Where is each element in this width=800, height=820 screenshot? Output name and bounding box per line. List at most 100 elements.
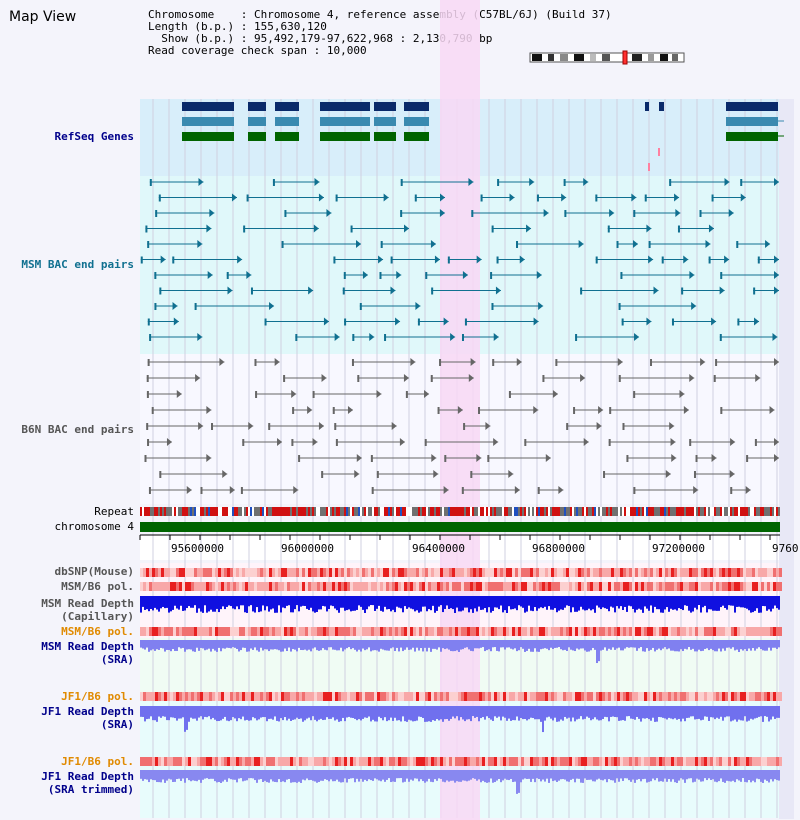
repeat-element	[258, 507, 260, 516]
depth-bar	[450, 640, 452, 652]
heat-cell	[188, 627, 191, 636]
depth-bar	[560, 640, 562, 650]
depth-bar	[648, 596, 650, 611]
heat-cell	[308, 692, 311, 701]
chromosome-bar[interactable]	[140, 522, 780, 532]
depth-bar	[220, 596, 222, 610]
heat-cell	[200, 627, 203, 636]
depth-bar	[662, 640, 664, 649]
depth-bar	[632, 770, 634, 780]
depth-bar	[766, 770, 768, 781]
depth-bar	[608, 706, 610, 722]
heat-cell	[776, 627, 779, 636]
depth-bar	[446, 596, 448, 606]
heat-cell	[407, 692, 410, 701]
heat-cell	[380, 692, 383, 701]
heat-cell	[230, 568, 233, 577]
depth-bar	[216, 596, 218, 609]
heat-cell	[170, 582, 173, 591]
repeat-element	[430, 507, 432, 516]
heat-cell	[638, 757, 641, 766]
heat-cell	[668, 568, 671, 577]
heat-cell	[305, 692, 308, 701]
bac-end-arrow	[450, 333, 456, 341]
heat-cell	[635, 568, 638, 577]
chromosome-ideogram[interactable]	[529, 50, 685, 65]
depth-bar	[466, 706, 468, 720]
heat-cell	[221, 568, 224, 577]
depth-bar	[754, 770, 756, 783]
depth-bar	[226, 640, 228, 648]
depth-bar	[642, 596, 644, 613]
depth-bar	[548, 770, 550, 783]
heat-cell	[521, 582, 524, 591]
depth-bar	[574, 640, 576, 652]
heat-cell	[146, 757, 149, 766]
heat-cell	[350, 568, 353, 577]
depth-bar	[692, 770, 694, 783]
depth-bar	[416, 596, 418, 611]
heat-cell	[293, 568, 296, 577]
depth-bar	[554, 640, 556, 648]
heat-cell	[302, 692, 305, 701]
b6n-bac-pairs[interactable]	[144, 358, 779, 494]
depth-bar	[142, 706, 144, 717]
depth-bar	[332, 596, 334, 607]
refseq-genes[interactable]	[182, 102, 784, 171]
depth-bar	[172, 640, 174, 650]
heat-cell	[356, 757, 359, 766]
depth-bar	[464, 770, 466, 781]
heat-cell	[560, 692, 563, 701]
depth-bar	[636, 596, 638, 610]
heat-cell	[515, 627, 518, 636]
depth-bar	[608, 770, 610, 780]
heat-cell	[200, 757, 203, 766]
bac-end	[713, 375, 716, 382]
bac-end-arrow	[740, 193, 746, 202]
depth-bar	[516, 706, 518, 717]
depth-bar	[392, 640, 394, 648]
depth-bar	[156, 706, 158, 722]
heat-cell	[263, 582, 266, 591]
depth-bar	[654, 596, 656, 607]
depth-bar	[312, 640, 314, 649]
heat-cell	[212, 757, 215, 766]
depth-bar	[768, 706, 770, 722]
heat-cell	[281, 627, 284, 636]
heat-cell	[770, 757, 773, 766]
heat-cell	[554, 568, 557, 577]
heat-cell	[188, 757, 191, 766]
repeat-element	[142, 507, 144, 516]
heat-cell	[539, 692, 542, 701]
depth-bar	[480, 706, 482, 719]
depth-bar	[720, 596, 722, 608]
depth-bar	[592, 640, 594, 648]
repeat-element	[692, 507, 694, 516]
heat-cell	[245, 757, 248, 766]
depth-bar	[346, 706, 348, 718]
depth-bar	[756, 640, 758, 649]
heat-cell	[680, 568, 683, 577]
heat-cell	[623, 582, 626, 591]
depth-bar	[498, 706, 500, 717]
heat-cell	[167, 757, 170, 766]
depth-bar	[718, 770, 720, 782]
bac-end	[357, 375, 360, 382]
repeat-element	[358, 507, 360, 516]
depth-bar	[666, 706, 668, 720]
heat-cell	[239, 692, 242, 701]
depth-bar	[498, 770, 500, 779]
heat-cell	[146, 568, 149, 577]
heat-cell	[497, 582, 500, 591]
heat-cell	[764, 627, 767, 636]
heat-cell	[542, 757, 545, 766]
depth-bar	[584, 770, 586, 779]
msm-bac-pairs[interactable]	[140, 178, 779, 341]
heat-cell	[461, 582, 464, 591]
depth-bar	[332, 640, 334, 650]
depth-bar	[496, 640, 498, 651]
heat-cell	[386, 757, 389, 766]
heat-cell	[701, 568, 704, 577]
repeat-element	[728, 507, 730, 516]
